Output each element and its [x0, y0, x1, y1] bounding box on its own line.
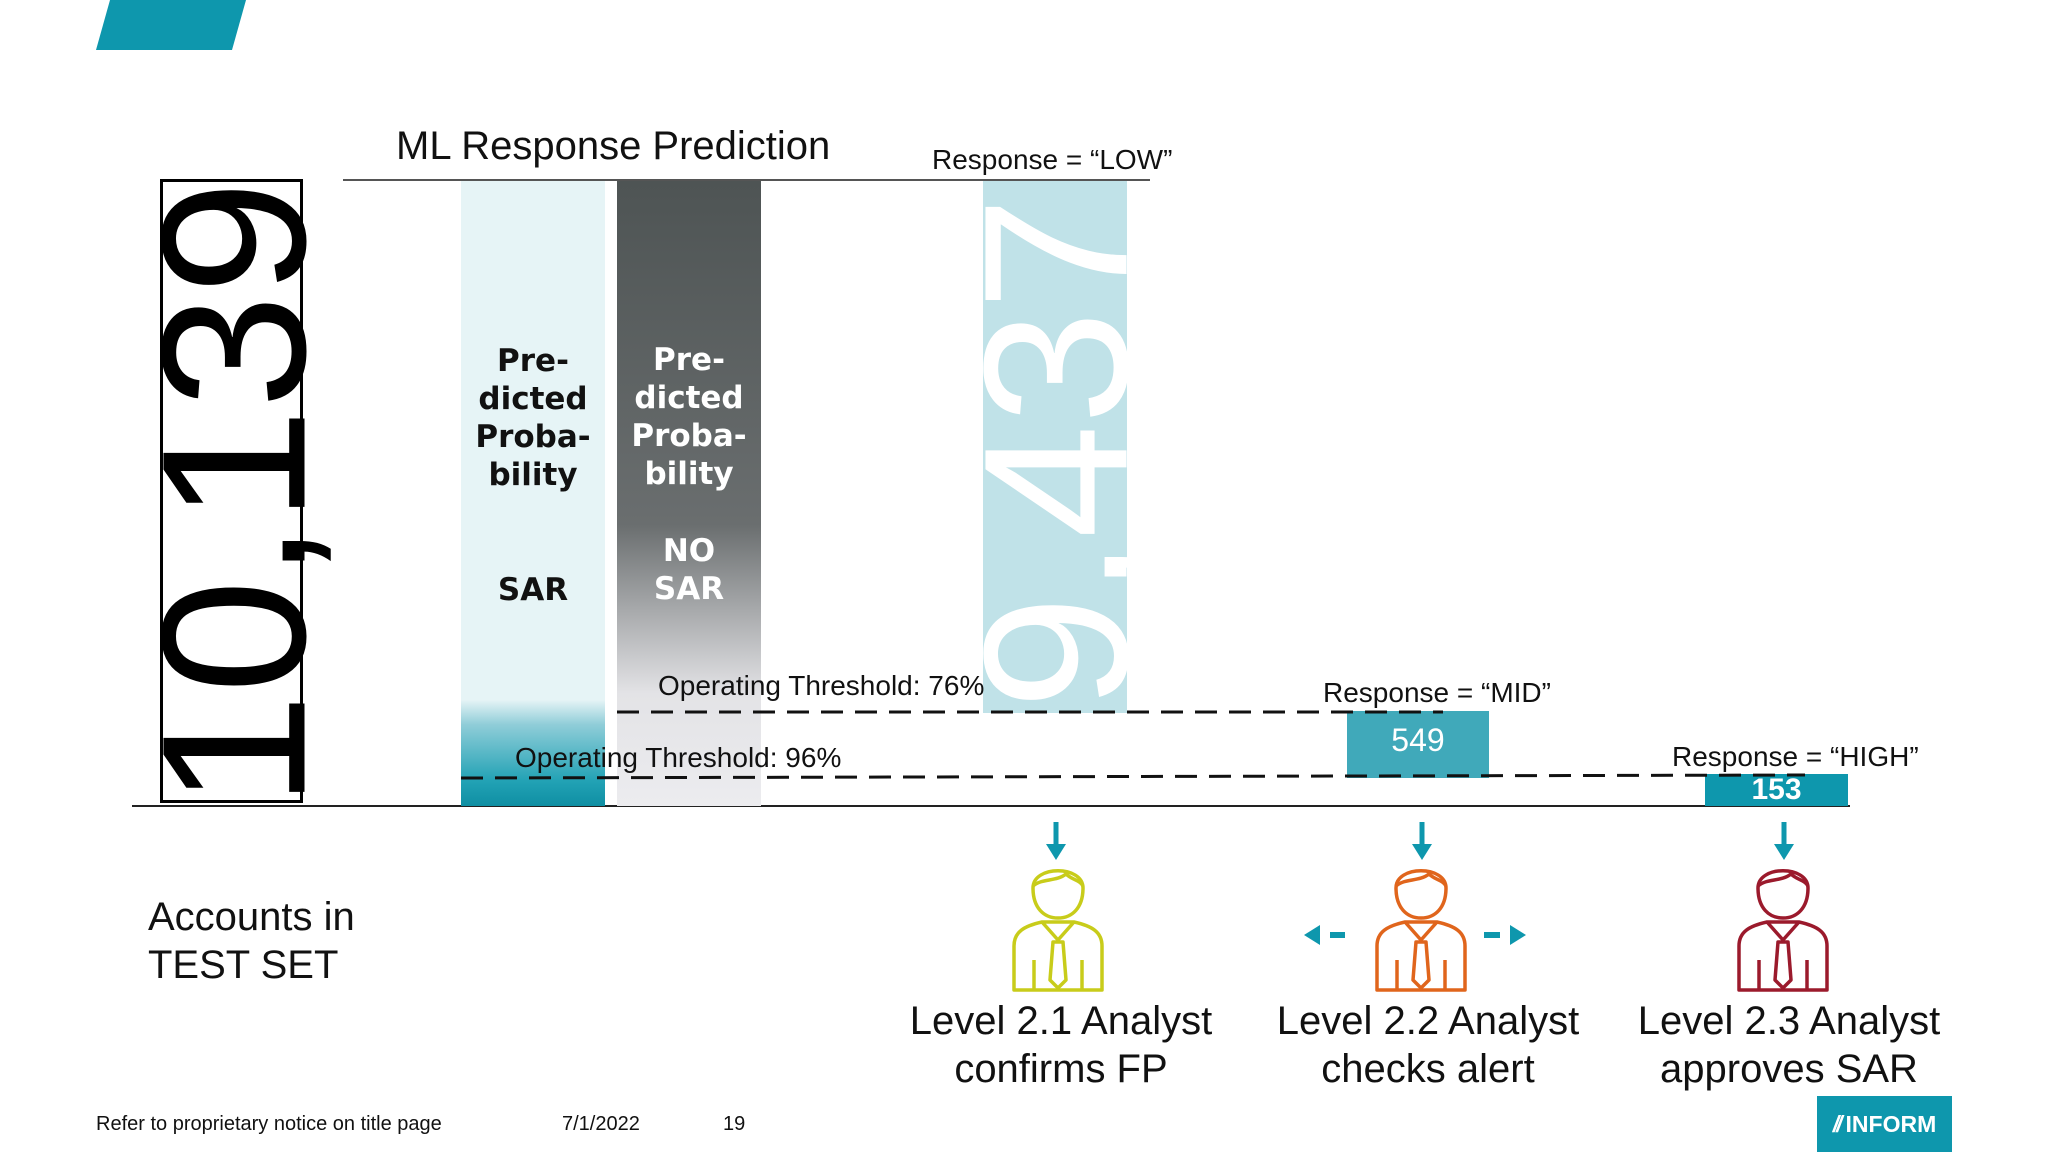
response-high-label: Response = “HIGH” [1672, 741, 1919, 772]
inform-logo: // INFORM [1817, 1096, 1952, 1152]
logo-text: INFORM [1845, 1110, 1937, 1137]
no-sar-label-line-1: Pre- [653, 342, 725, 378]
analyst-caption-level-2-1: Level 2.1 Analyst confirms FP [886, 997, 1236, 1093]
low-response-bar [983, 181, 1127, 713]
accounts-label-line-1: Accounts in [148, 895, 355, 939]
analyst-3-title: Level 2.3 Analyst [1637, 999, 1941, 1043]
no-sar-label-line-2: dicted [634, 380, 744, 416]
sar-label-line-1: Pre- [497, 343, 569, 379]
analyst-caption-level-2-2: Level 2.2 Analyst checks alert [1253, 997, 1603, 1093]
no-sar-probability-column [617, 181, 761, 806]
no-sar-label-line-3: Proba- [631, 418, 747, 454]
no-sar-class-label: NO SAR [617, 532, 761, 608]
analyst-icon-level-2-3 [1737, 869, 1829, 992]
arrow-down-icon-2 [1412, 822, 1432, 860]
analyst-icon-level-2-2 [1375, 869, 1467, 992]
high-response-box [1705, 774, 1848, 806]
response-low-label: Response = “LOW” [932, 144, 1173, 175]
arrow-left-icon [1304, 925, 1345, 945]
mid-response-box [1347, 711, 1489, 778]
total-accounts-number: 10,139 [119, 180, 349, 808]
sar-class-label: SAR [497, 572, 569, 608]
threshold-76-label: Operating Threshold: 76% [658, 670, 985, 701]
sar-label-line-3: Proba- [475, 419, 591, 455]
footer-date: 7/1/2022 [562, 1113, 640, 1135]
arrow-right-icon [1484, 925, 1526, 945]
arrow-down-icon-1 [1046, 822, 1066, 860]
arrow-down-icon-3 [1774, 822, 1794, 860]
no-sar-class-line-2: SAR [653, 571, 725, 607]
diagram-title: ML Response Prediction [396, 124, 831, 168]
no-sar-column-label: Pre- dicted Proba- bility [617, 341, 761, 493]
analyst-2-title: Level 2.2 Analyst [1276, 999, 1580, 1043]
corner-accent-shape [96, 0, 246, 50]
response-mid-label: Response = “MID” [1323, 677, 1551, 708]
logo-slash-icon: // [1832, 1110, 1843, 1137]
sar-label-line-2: dicted [478, 381, 588, 417]
footer-page-number: 19 [723, 1113, 746, 1135]
response-high-count: 153 [1751, 773, 1802, 806]
response-mid-count: 549 [1391, 722, 1445, 758]
sar-column-label: Pre- dicted Proba- bility [461, 342, 605, 494]
no-sar-label-line-4: bility [644, 456, 734, 492]
analyst-1-action: confirms FP [954, 1047, 1168, 1091]
accounts-label-line-2: TEST SET [148, 943, 339, 987]
total-accounts-box: 10,139 [120, 179, 349, 808]
footer-notice: Refer to proprietary notice on title pag… [96, 1113, 442, 1135]
analyst-icon-level-2-1 [1012, 869, 1104, 992]
response-low-count: 9,437 [941, 196, 1171, 710]
accounts-label: Accounts in TEST SET [148, 893, 355, 989]
analyst-3-action: approves SAR [1660, 1047, 1918, 1091]
analyst-2-action: checks alert [1321, 1047, 1535, 1091]
threshold-96-label: Operating Threshold: 96% [515, 742, 842, 773]
threshold-96-line [460, 773, 1806, 780]
analyst-1-title: Level 2.1 Analyst [909, 999, 1213, 1043]
analyst-caption-level-2-3: Level 2.3 Analyst approves SAR [1614, 997, 1964, 1093]
sar-probability-column [461, 181, 605, 806]
sar-label-line-4: bility [488, 457, 578, 493]
no-sar-class-line-1: NO [662, 533, 716, 569]
